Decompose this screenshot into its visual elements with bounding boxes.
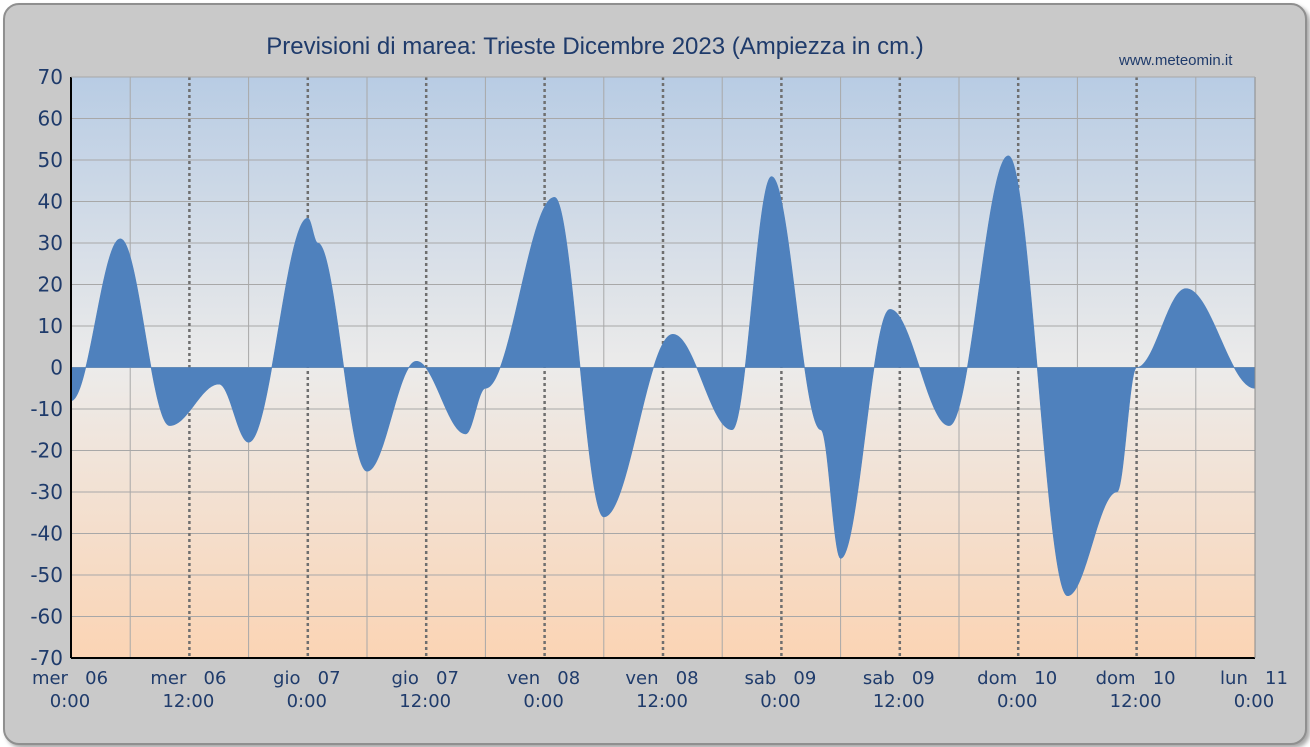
y-tick-label: 60 xyxy=(38,107,63,131)
x-tick-label-day: gio 07 xyxy=(391,668,459,689)
y-tick-label: 50 xyxy=(38,148,63,172)
x-tick-label-day: dom 10 xyxy=(1096,668,1176,689)
x-tick-label-time: 12:00 xyxy=(162,691,214,712)
x-tick-label-day: lun 11 xyxy=(1220,668,1288,689)
y-tick-label: 20 xyxy=(38,273,63,297)
x-tick-label-time: 0:00 xyxy=(523,691,563,712)
x-tick-label-day: sab 09 xyxy=(744,668,816,689)
x-tick-label-time: 12:00 xyxy=(636,691,688,712)
x-tick-label-day: gio 07 xyxy=(273,668,341,689)
x-tick-label-day: sab 09 xyxy=(863,668,935,689)
x-tick-label-time: 12:00 xyxy=(1110,691,1162,712)
y-tick-label: -10 xyxy=(30,397,63,421)
y-tick-label: -30 xyxy=(30,480,63,504)
x-tick-label-day: ven 08 xyxy=(625,668,698,689)
x-tick-label-time: 0:00 xyxy=(287,691,327,712)
y-tick-label: -20 xyxy=(30,439,63,463)
y-tick-label: 10 xyxy=(38,314,63,338)
x-tick-label-time: 12:00 xyxy=(399,691,451,712)
x-tick-label-time: 12:00 xyxy=(873,691,925,712)
y-tick-label: -60 xyxy=(30,605,63,629)
y-tick-label: -40 xyxy=(30,522,63,546)
axes xyxy=(70,76,1256,659)
x-tick-label-day: dom 10 xyxy=(977,668,1057,689)
x-tick-label-time: 0:00 xyxy=(997,691,1037,712)
x-tick-label-time: 0:00 xyxy=(50,691,90,712)
y-tick-label: 70 xyxy=(38,65,63,89)
y-tick-label: 30 xyxy=(38,231,63,255)
x-tick-label-time: 0:00 xyxy=(1234,691,1274,712)
y-tick-label: 0 xyxy=(50,356,63,380)
y-axis-labels: 70 60 50 40 30 20 10 0 -10 -20 -30 -40 -50 -60 -70 xyxy=(30,65,63,670)
x-tick-label-time: 0:00 xyxy=(760,691,800,712)
x-tick-label-day: ven 08 xyxy=(507,668,580,689)
y-tick-label: 40 xyxy=(38,190,63,214)
tide-area-series xyxy=(70,155,1256,597)
y-tick-label: -50 xyxy=(30,563,63,587)
chart-title: Previsioni di marea: Trieste Dicembre 20… xyxy=(266,33,924,60)
y-tick-label: -70 xyxy=(30,646,63,670)
x-tick-label-day: mer 06 xyxy=(150,668,226,689)
x-tick-label-day: mer 06 xyxy=(32,668,108,689)
site-url: www.meteomin.it xyxy=(1119,52,1233,69)
